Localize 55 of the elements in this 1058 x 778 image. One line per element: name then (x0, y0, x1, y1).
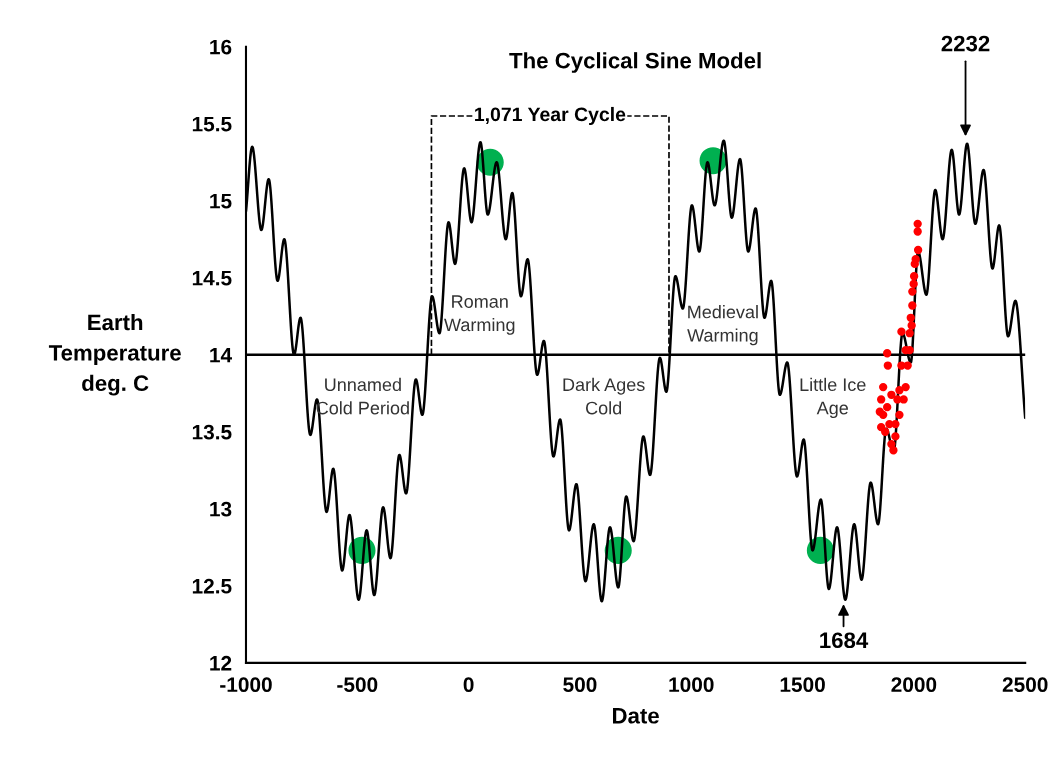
annotation: 1684 (820, 632, 869, 649)
point (909, 272, 919, 281)
point (883, 349, 892, 358)
y-tick-label: 13.5 (192, 424, 232, 440)
x-tick-label: 1000 (669, 677, 714, 693)
point (913, 227, 922, 236)
annotation: 1,071 Year Cycle (475, 106, 626, 126)
x-tick-label: 500 (563, 677, 597, 693)
point (893, 395, 902, 404)
x-tick-label: 2500 (1002, 677, 1048, 693)
annotation: Dark Ages Cold (563, 377, 645, 415)
y-axis-title: Earth Temperature deg. C (48, 313, 181, 396)
y-tick-label: 14 (210, 347, 232, 363)
point (909, 279, 918, 289)
y-tick-label: 12.5 (192, 578, 232, 594)
x-tick-label: 1500 (780, 677, 825, 693)
x-axis-title: Date (613, 708, 659, 724)
point (905, 329, 914, 338)
point (889, 446, 898, 455)
x-tick-label: 2000 (891, 677, 937, 693)
point (897, 361, 906, 370)
point (897, 327, 906, 336)
x-tick-label: 0 (463, 677, 474, 693)
y-tick-label: 12 (210, 655, 232, 671)
x-tick-label: -1000 (220, 677, 272, 693)
y-tick-label: 15.5 (192, 116, 232, 132)
y-tick-label: 13 (210, 501, 232, 517)
point (883, 361, 892, 370)
point (876, 395, 886, 404)
y-tick-label: 14.5 (192, 270, 232, 286)
point (879, 382, 888, 392)
y-tick-label: 16 (210, 39, 232, 55)
point (913, 219, 922, 228)
point (908, 301, 917, 310)
chart-title: The Cyclical Sine Model (509, 52, 761, 73)
point (891, 432, 900, 441)
point (901, 382, 910, 392)
point (895, 386, 904, 395)
annotation: Medieval Warming (687, 305, 758, 346)
y-tick-label: 15 (210, 193, 232, 209)
point (895, 410, 904, 420)
point (879, 410, 888, 420)
point (887, 390, 896, 399)
x-tick-label: -500 (337, 677, 378, 693)
point (907, 321, 916, 330)
point (891, 419, 900, 429)
point (911, 255, 920, 264)
point (883, 402, 892, 412)
annotation: Roman Warming (444, 295, 515, 335)
annotation: 2232 (941, 35, 990, 52)
annotation: Little Ice Age (800, 377, 866, 418)
point (913, 245, 923, 255)
point (906, 313, 915, 322)
point (908, 287, 917, 296)
point (881, 427, 890, 436)
